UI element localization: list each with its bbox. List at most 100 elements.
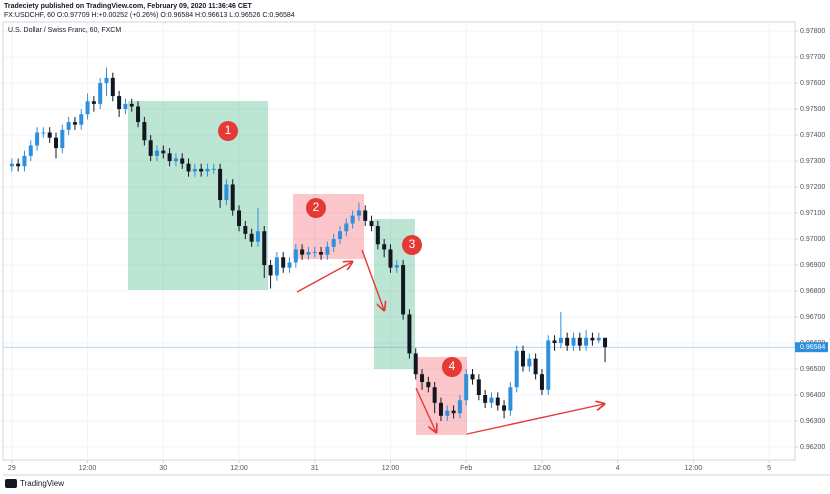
- candle-body: [230, 184, 235, 211]
- candles: [9, 67, 608, 422]
- symbol-title: U.S. Dollar / Swiss Franc, 60, FXCM: [8, 27, 121, 34]
- zone: [128, 101, 268, 290]
- candle-body: [142, 122, 147, 141]
- candle-body: [432, 387, 437, 403]
- candle-body: [211, 168, 216, 170]
- candle-body: [237, 210, 242, 227]
- candle-body: [596, 337, 601, 341]
- candle-body: [590, 337, 595, 341]
- candle-body: [104, 77, 109, 84]
- arrow: [415, 387, 436, 432]
- candle-body: [539, 374, 544, 390]
- y-tick-label: 0.96400: [800, 392, 825, 399]
- y-tick-label: 0.97700: [800, 54, 825, 61]
- candle-body: [350, 215, 355, 224]
- x-tick-label: 12:00: [79, 465, 97, 472]
- candle-body: [224, 184, 229, 201]
- candle-body: [91, 101, 96, 104]
- candle-body: [603, 337, 608, 348]
- candle-body: [502, 405, 507, 411]
- candle-body: [22, 155, 27, 167]
- candle-body: [388, 249, 393, 268]
- candle-body: [426, 382, 431, 388]
- candle-body: [167, 153, 172, 162]
- arrow: [361, 249, 384, 310]
- candle-body: [300, 249, 305, 255]
- y-tick-label: 0.97300: [800, 158, 825, 165]
- candle-body: [117, 96, 122, 110]
- candle-body: [110, 77, 115, 97]
- x-tick-label: 5: [767, 465, 771, 472]
- publisher: Tradeciety published on TradingView.com,…: [4, 3, 253, 10]
- y-tick-label: 0.96800: [800, 288, 825, 295]
- candle-body: [255, 231, 260, 242]
- candle-body: [394, 265, 399, 268]
- candle-body: [180, 158, 185, 164]
- badge: [442, 357, 462, 377]
- x-tick-label: 12:00: [230, 465, 248, 472]
- candle-body: [319, 252, 324, 255]
- x-tick-label: 12:00: [685, 465, 703, 472]
- x-tick-label: 29: [8, 465, 16, 472]
- badge-label: 4: [449, 359, 456, 373]
- candle-body: [148, 140, 153, 156]
- candle-body: [35, 132, 40, 146]
- candle-body: [489, 397, 494, 403]
- candle-body: [356, 210, 361, 216]
- arrow: [296, 262, 352, 293]
- x-tick-label: 12:00: [533, 465, 551, 472]
- y-tick-label: 0.96700: [800, 314, 825, 321]
- candle-body: [173, 158, 178, 162]
- ohlc-header: FX:USDCHF, 60 O:0.97709 H:+0.00252 (+0.2…: [4, 12, 295, 19]
- candle-body: [243, 226, 248, 234]
- candle-body: [66, 122, 71, 130]
- plot-frame: [2, 21, 796, 461]
- candle-body: [154, 150, 159, 156]
- candle-body: [514, 350, 519, 388]
- candle-body: [546, 340, 551, 390]
- candle-body: [375, 226, 380, 245]
- y-tick-label: 0.96200: [800, 444, 825, 451]
- badge: [306, 198, 326, 218]
- candle-body: [274, 257, 279, 276]
- candle-body: [192, 168, 197, 172]
- candle-body: [331, 239, 336, 247]
- y-tick-label: 0.97100: [800, 210, 825, 217]
- candle-body: [363, 210, 368, 221]
- candle-body: [382, 244, 387, 250]
- candle-body: [445, 410, 450, 416]
- x-tick-label: 12:00: [382, 465, 400, 472]
- candle-body: [72, 122, 77, 125]
- candle-body: [312, 252, 317, 254]
- footer: TradingView: [20, 479, 64, 488]
- candle-body: [79, 114, 84, 125]
- candle-body: [85, 101, 90, 115]
- badge: [402, 235, 422, 255]
- last-price-tag: [795, 342, 828, 353]
- candle-body: [123, 103, 128, 110]
- last-price-label: 0.96584: [800, 344, 825, 351]
- candle-body: [401, 265, 406, 315]
- candle-body: [571, 337, 576, 346]
- candle-body: [552, 340, 557, 344]
- x-tick-label: 31: [311, 465, 319, 472]
- candle-body: [293, 249, 298, 263]
- candle-body: [407, 314, 412, 354]
- candle-body: [325, 246, 330, 255]
- candle-body: [533, 358, 538, 375]
- candle-body: [438, 402, 443, 416]
- arrows: [296, 249, 604, 434]
- grid: [3, 22, 795, 460]
- y-tick-label: 0.97400: [800, 132, 825, 139]
- y-tick-label: 0.96900: [800, 262, 825, 269]
- candle-body: [344, 223, 349, 232]
- candle-body: [218, 168, 223, 201]
- y-tick-label: 0.97600: [800, 80, 825, 87]
- candle-body: [565, 337, 570, 346]
- y-tick-label: 0.96300: [800, 418, 825, 425]
- candle-body: [470, 374, 475, 380]
- candle-body: [199, 168, 204, 172]
- candle-body: [262, 231, 267, 266]
- logo: [5, 479, 17, 488]
